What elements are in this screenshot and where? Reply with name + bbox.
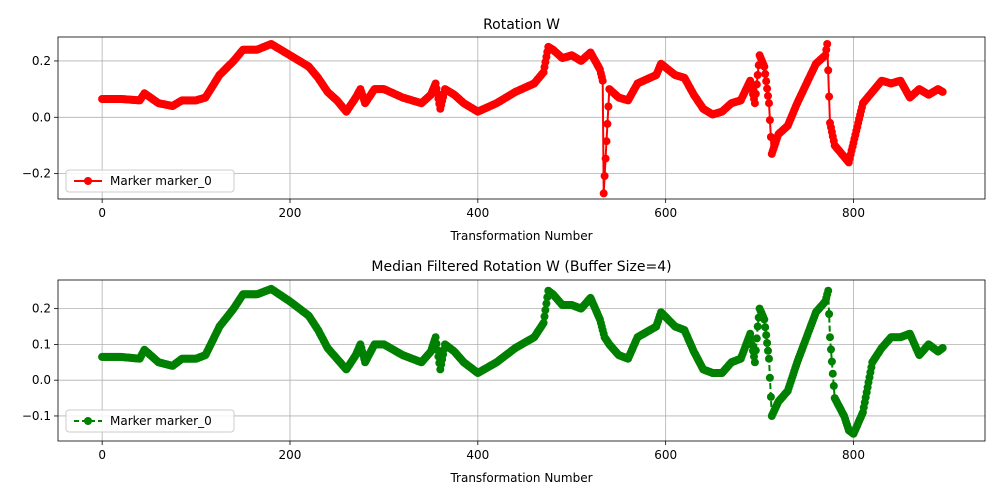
data-point xyxy=(753,71,762,79)
chart-rotation-w: Rotation W 0 200 400 600 800 −0.2 0.0 0.2 Trans… xyxy=(22,17,986,243)
data-point xyxy=(750,99,759,108)
data-point xyxy=(752,80,761,89)
x-tick-label: 800 xyxy=(842,448,865,462)
legend-frame xyxy=(65,169,235,193)
x-axis-title: Transformation Number xyxy=(449,471,592,485)
data-point xyxy=(823,40,832,48)
data-point xyxy=(760,315,769,324)
chart-title: Rotation W xyxy=(483,17,560,33)
legend-marker xyxy=(84,417,92,425)
data-point xyxy=(766,392,775,401)
y-tick-label: 0.0 xyxy=(32,110,51,124)
data-point xyxy=(751,89,760,98)
data-point xyxy=(828,369,837,378)
data-point xyxy=(539,318,548,327)
data-point xyxy=(938,344,947,352)
y-tick-label: 0.2 xyxy=(32,54,51,68)
data-point xyxy=(938,87,947,96)
data-point xyxy=(760,62,769,71)
x-tick-label: 600 xyxy=(654,206,677,220)
legend-label: Marker marker_0 xyxy=(110,414,212,428)
y-tick-label: 0.1 xyxy=(32,337,51,351)
x-tick-label: 400 xyxy=(466,448,489,462)
data-point xyxy=(825,92,834,101)
data-point xyxy=(750,358,759,367)
x-tick-label: 800 xyxy=(842,206,865,220)
data-point xyxy=(761,323,770,332)
legend-frame xyxy=(65,409,235,433)
axes-frame xyxy=(57,36,986,200)
data-point xyxy=(763,339,772,347)
legend-marker xyxy=(84,177,92,185)
data-point xyxy=(602,137,611,146)
data-point xyxy=(599,189,608,198)
data-point xyxy=(764,346,772,355)
data-point xyxy=(825,310,834,318)
data-point xyxy=(603,119,612,128)
x-tick-label: 400 xyxy=(466,206,489,220)
data-point xyxy=(824,66,833,75)
x-tick-label: 200 xyxy=(279,206,302,220)
legend: Marker marker_0 xyxy=(65,409,235,433)
legend-label: Marker marker_0 xyxy=(110,174,212,188)
data-point xyxy=(827,357,836,366)
data-point xyxy=(542,299,551,308)
data-point xyxy=(604,102,613,111)
axes-frame xyxy=(57,279,986,442)
chart-title: Median Filtered Rotation W (Buffer Size=… xyxy=(371,259,671,275)
legend: Marker marker_0 xyxy=(65,169,235,193)
data-point xyxy=(765,116,774,125)
data-point xyxy=(751,346,760,355)
data-point xyxy=(827,345,835,354)
data-point xyxy=(765,373,774,382)
x-tick-label: 600 xyxy=(654,448,677,462)
x-tick-label: 0 xyxy=(98,448,106,462)
plot-area: 0 200 400 600 800 −0.1 0.0 0.1 0.2 xyxy=(22,279,986,462)
data-point xyxy=(432,339,441,348)
chart-median-filtered-rotation-w: Median Filtered Rotation W (Buffer Size=… xyxy=(22,259,986,485)
data-point xyxy=(762,77,771,86)
y-tick-label: −0.1 xyxy=(22,409,51,423)
plot-area: 0 200 400 600 800 −0.2 0.0 0.2 xyxy=(22,36,986,220)
data-point xyxy=(824,286,833,295)
data-point xyxy=(753,322,762,331)
data-point xyxy=(600,172,609,180)
data-point xyxy=(598,76,607,85)
data-point xyxy=(765,99,773,108)
y-tick-label: 0.2 xyxy=(32,302,51,316)
x-tick-label: 0 xyxy=(98,206,106,220)
data-point xyxy=(433,346,442,355)
data-point xyxy=(829,381,838,390)
data-point xyxy=(765,354,773,363)
data-point xyxy=(761,69,770,78)
data-point xyxy=(763,84,772,93)
data-point xyxy=(826,333,834,342)
data-point xyxy=(752,334,761,343)
x-tick-label: 200 xyxy=(279,448,302,462)
data-point xyxy=(541,306,550,315)
data-point xyxy=(601,154,610,163)
data-point xyxy=(431,333,440,342)
y-tick-label: 0.0 xyxy=(32,373,51,387)
data-point xyxy=(762,331,771,340)
x-axis-title: Transformation Number xyxy=(449,229,592,243)
data-point xyxy=(764,91,772,100)
y-tick-label: −0.2 xyxy=(22,167,51,181)
data-point xyxy=(540,312,549,321)
